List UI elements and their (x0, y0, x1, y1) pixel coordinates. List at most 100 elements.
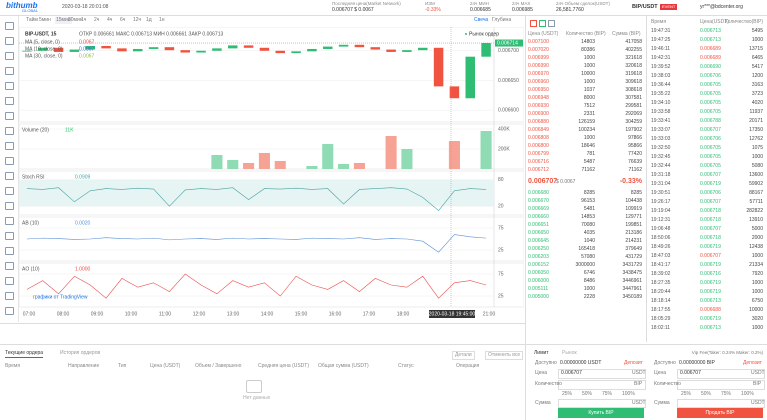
tool-icon[interactable] (5, 262, 14, 270)
tool-icon[interactable] (5, 202, 14, 210)
percent[interactable]: 25% (562, 391, 573, 397)
percent[interactable]: 75% (602, 391, 613, 397)
trade-price: 0.006718 (700, 235, 721, 241)
tool-icon[interactable] (5, 292, 14, 300)
tool-icon[interactable] (5, 52, 14, 60)
tool-icon[interactable] (5, 217, 14, 225)
timeframe[interactable]: 15мин (55, 17, 72, 24)
panel (19, 216, 524, 262)
timeframe[interactable]: 2ч (94, 17, 100, 23)
price-input: 0.006707 (561, 370, 582, 376)
deposit[interactable]: Депозит (624, 360, 643, 366)
stat-label: 24ч МИН (470, 1, 489, 6)
book-header: Цена (USDT) (528, 31, 559, 37)
percent[interactable]: 75% (721, 391, 732, 397)
timeframe[interactable]: Тайм (26, 17, 38, 23)
stat-value: 26,581.7760 (556, 7, 584, 13)
sum: 76639 (628, 159, 642, 165)
form-tab[interactable]: Лимит (534, 350, 549, 356)
percent[interactable]: 25% (681, 391, 692, 397)
book-view[interactable] (530, 20, 537, 27)
trade-price: 0.006705 (700, 82, 721, 88)
orders-action[interactable]: Детали (452, 351, 475, 360)
percent[interactable]: 100% (741, 391, 754, 397)
candle (69, 49, 80, 52)
tool-icon[interactable] (5, 82, 14, 90)
trade-time: 18:05:29 (651, 316, 671, 322)
sum: 321618 (625, 55, 642, 61)
timeframe[interactable]: 4ч (107, 17, 113, 23)
timeframe[interactable]: 1ч (81, 17, 87, 23)
tool-icon[interactable] (5, 37, 14, 45)
book-view[interactable] (539, 20, 546, 27)
tool-icon[interactable] (5, 22, 14, 30)
trade-price: 0.006719 (700, 181, 721, 187)
tool-icon[interactable] (5, 307, 14, 315)
trade-time: 19:38:03 (651, 73, 671, 79)
tool-icon[interactable] (5, 112, 14, 120)
timeframe[interactable]: 30мин (68, 17, 83, 23)
button[interactable]: Продать BIP (677, 408, 763, 418)
stat-value: -0.33% (425, 7, 441, 13)
sum: 319618 (625, 71, 642, 77)
candle (291, 51, 301, 54)
sum: 214231 (625, 238, 642, 244)
percent[interactable]: 50% (582, 391, 593, 397)
form-tab[interactable]: Рынок (562, 350, 577, 356)
last-price-tag (495, 39, 523, 47)
candle (386, 49, 396, 52)
input-box[interactable] (558, 380, 646, 390)
timeframe[interactable]: 1н (159, 17, 165, 23)
chart-tab[interactable]: Глубина (492, 17, 512, 23)
badge: EVENT (660, 4, 678, 10)
sum: 129771 (625, 214, 642, 220)
band (19, 179, 494, 207)
input-box[interactable] (558, 399, 646, 408)
button[interactable]: Купить BIP (558, 408, 644, 418)
input-box[interactable] (677, 369, 765, 379)
price: 0.006669 (528, 206, 549, 212)
tool-icon[interactable] (5, 157, 14, 165)
user[interactable]: yr***@bdcenter.org (700, 4, 743, 10)
percent[interactable]: 50% (701, 391, 712, 397)
timeframe[interactable]: 5мин (39, 17, 51, 23)
timeframe[interactable]: 1д (146, 17, 152, 23)
sum: 299581 (625, 103, 642, 109)
book-header: Сумма (BIP) (612, 31, 641, 37)
tool-icon[interactable] (5, 127, 14, 135)
chart-tab[interactable]: Свеча (474, 17, 489, 23)
quantity: 6746 (583, 270, 595, 276)
quantity: 781 (586, 151, 595, 157)
price: 0.006950 (528, 87, 549, 93)
tool-icon[interactable] (5, 247, 14, 255)
quantity: 4035 (583, 230, 595, 236)
trade-qty: 11937 (749, 109, 763, 115)
percent[interactable]: 100% (622, 391, 635, 397)
orders-tab[interactable]: Текущие ордера (5, 350, 44, 358)
timeframe[interactable]: 6ч (120, 17, 126, 23)
sum: 8285 (630, 190, 642, 196)
orders-action[interactable]: Отменить все (485, 351, 524, 360)
trade-price: 0.006707 (700, 199, 721, 205)
input-box[interactable] (677, 380, 765, 390)
trade-time: 18:49:26 (651, 244, 671, 250)
timeframe[interactable]: 12ч (133, 17, 142, 23)
price: 0.006645 (528, 238, 549, 244)
tool-icon[interactable] (5, 277, 14, 285)
sum: 97866 (628, 135, 642, 141)
sum: 109919 (625, 206, 642, 212)
divider (646, 16, 647, 342)
book-view[interactable] (548, 20, 555, 27)
input-box[interactable] (558, 369, 646, 379)
tool-icon[interactable] (5, 232, 14, 240)
tool-icon[interactable] (5, 142, 14, 150)
input-box[interactable] (677, 399, 765, 408)
tool-icon[interactable] (5, 172, 14, 180)
orders-tab[interactable]: История ордеров (60, 350, 101, 356)
tool-icon[interactable] (5, 67, 14, 75)
deposit[interactable]: Депозит (743, 360, 762, 366)
trade-qty: 88167 (749, 190, 763, 196)
price: 0.006050 (528, 270, 549, 276)
tool-icon[interactable] (5, 187, 14, 195)
tool-icon[interactable] (5, 97, 14, 105)
